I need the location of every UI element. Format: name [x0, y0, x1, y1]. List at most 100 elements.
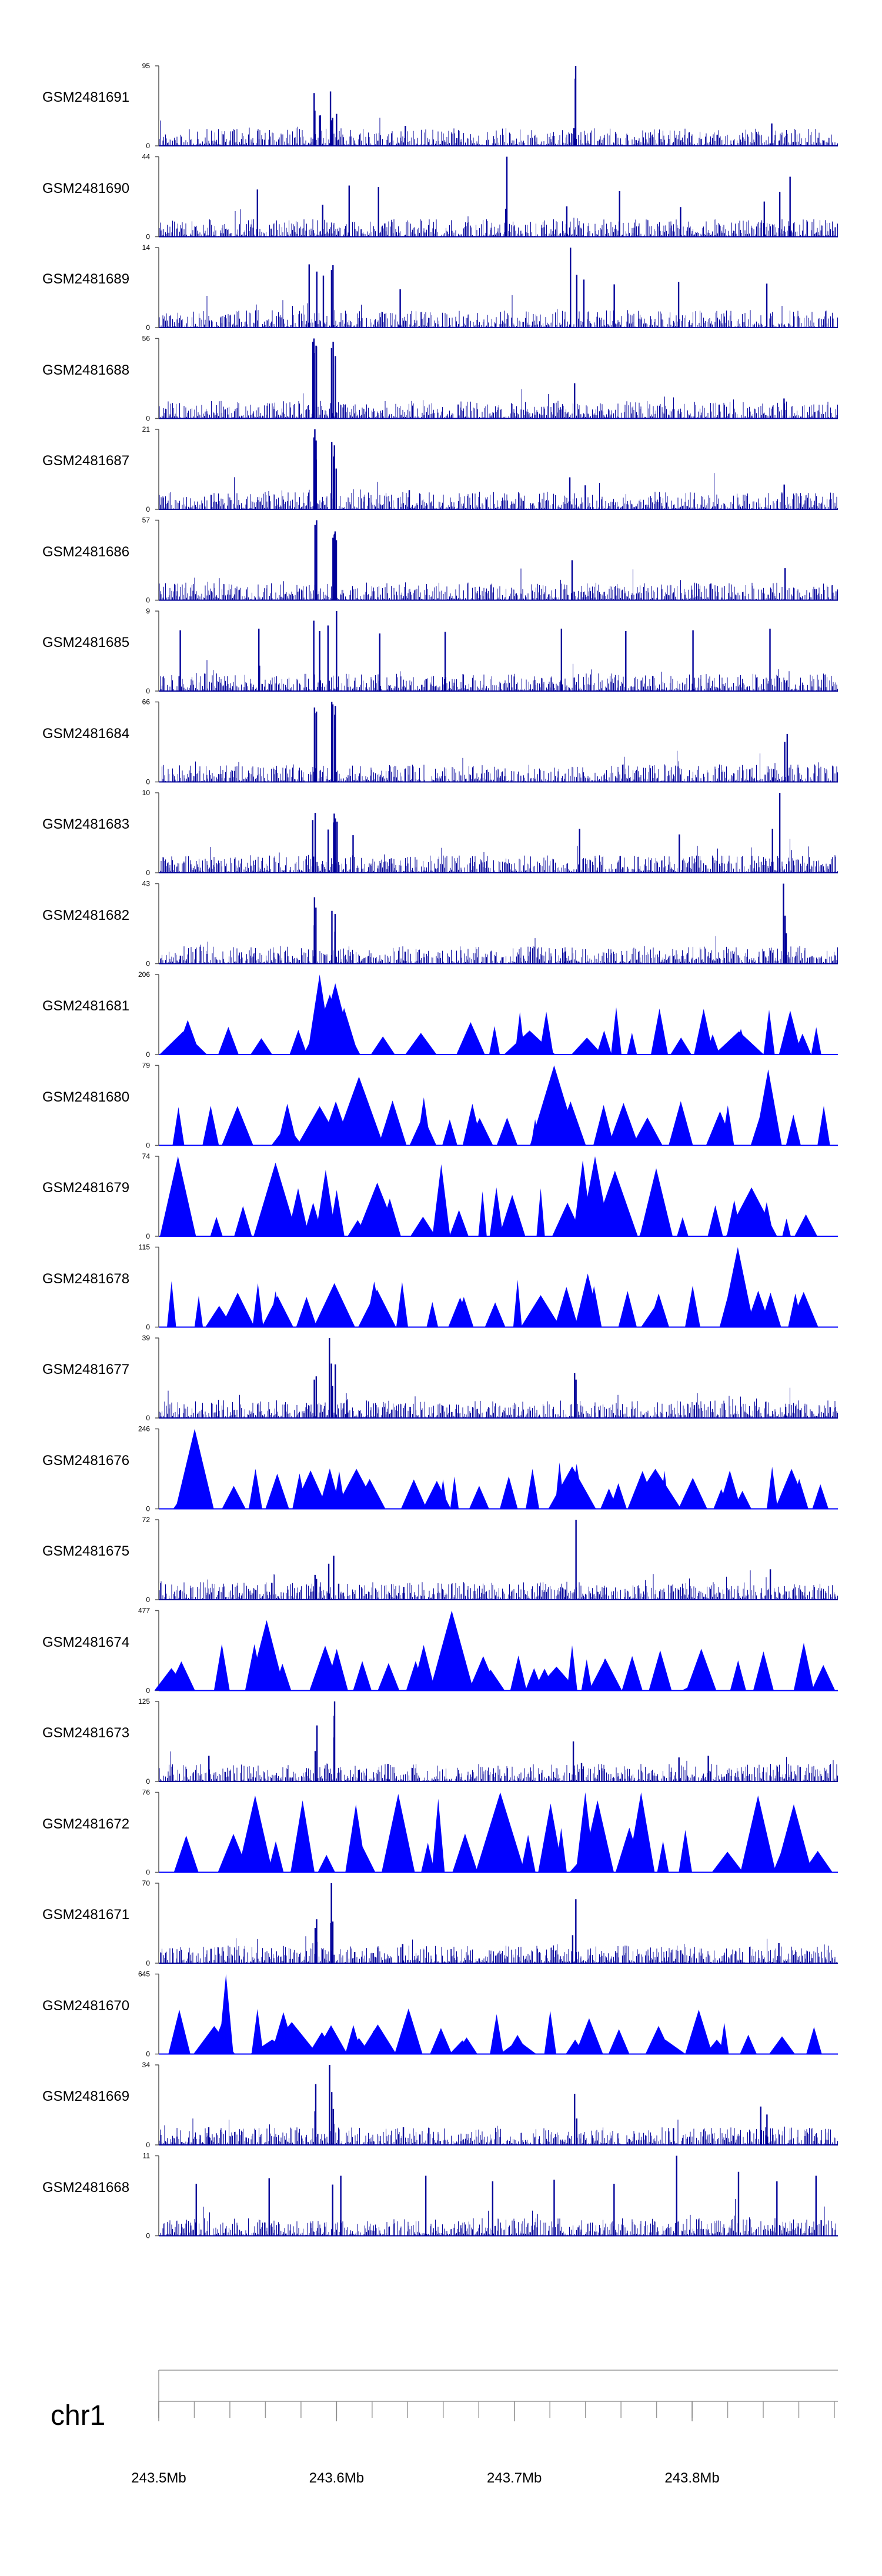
track-peak: [555, 1101, 586, 1146]
track-signal-fill: [769, 2036, 795, 2054]
track-signal-fill: [320, 1114, 346, 1146]
track-signal-fill: [308, 2032, 336, 2054]
track-y-max-label: 21: [142, 425, 151, 433]
track-signal-fill: [706, 1034, 720, 1055]
track-signal-fill: [210, 1217, 223, 1236]
track-signal-noise: [159, 473, 838, 509]
track-peak: [290, 1800, 315, 1873]
track-signal-noise: [159, 2118, 838, 2145]
track-signal-fill: [779, 1010, 802, 1055]
track-signal-fill: [782, 1219, 791, 1236]
track-signal-fill: [370, 1036, 395, 1055]
track-signal-fill: [670, 1037, 691, 1055]
track-signal-fill: [627, 1032, 637, 1055]
track-signal-fill: [365, 1282, 383, 1327]
track-peak: [432, 1798, 445, 1873]
track-label-GSM2481685: GSM2481685: [42, 635, 130, 650]
track-signal-fill: [539, 1012, 553, 1055]
track-GSM2481685: 90: [146, 607, 838, 695]
track-signal-fill: [362, 1115, 372, 1146]
track-y-max-label: 76: [142, 1788, 151, 1797]
track-y-min-label: 0: [146, 1959, 150, 1967]
track-y-max-label: 57: [142, 516, 151, 525]
track-signal-fill: [450, 1476, 459, 1509]
track-signal-fill: [760, 1202, 774, 1236]
track-GSM2481670: 645 0: [138, 1970, 838, 2058]
track-signal-fill: [348, 1220, 368, 1236]
track-signal-fill: [746, 1290, 771, 1327]
genome-axis: [158, 2370, 838, 2421]
track-signal-fill: [641, 1307, 669, 1327]
track-GSM2481690: 44 0: [142, 153, 838, 241]
track-y-max-label: 246: [138, 1425, 150, 1433]
track-signal-fill: [513, 1279, 522, 1327]
track-peak: [596, 1030, 612, 1055]
track-signal-fill: [622, 1656, 643, 1691]
track-signal-fill: [290, 1854, 311, 1873]
track-peak: [220, 1293, 255, 1327]
track-signal-fill: [366, 2030, 380, 2054]
track-signal-fill: [514, 1012, 525, 1055]
track-signal-fill: [733, 1029, 749, 1055]
track-y-max-label: 72: [142, 1516, 151, 1524]
track-y-min-label: 0: [146, 2141, 150, 2149]
track-signal-noise: [159, 2198, 838, 2236]
track-peak: [740, 1795, 776, 1873]
track-signal-fill: [405, 1033, 437, 1055]
track-peak: [359, 2024, 396, 2054]
track-signal-fill: [213, 1644, 230, 1691]
track-signal-fill: [544, 2010, 556, 2054]
track-signal-fill: [175, 1020, 201, 1055]
track-peak: [538, 1803, 563, 1873]
track-y-max-label: 95: [142, 62, 151, 70]
track-signal-fill: [794, 1214, 817, 1236]
axis-tick-label: 243.5Mb: [131, 2470, 186, 2486]
track-signal-fill: [410, 1216, 436, 1236]
track-y-min-label: 0: [146, 1777, 150, 1786]
track-signal-fill: [218, 1834, 249, 1873]
track-signal-fill: [388, 1112, 399, 1146]
track-signal-fill: [345, 2025, 362, 2054]
track-signal-fill: [210, 2024, 233, 2054]
track-y-max-label: 206: [138, 970, 150, 979]
track-y-min-label: 0: [146, 142, 150, 150]
track-signal-fill: [396, 1282, 408, 1327]
track-signal-fill: [806, 2027, 822, 2054]
track-signal-fill: [478, 1191, 487, 1236]
track-peak: [475, 1792, 525, 1873]
track-y-max-label: 10: [142, 789, 151, 797]
track-signal-fill: [740, 2034, 757, 2054]
axis-tick-label: 243.6Mb: [309, 2470, 365, 2486]
track-y-min-label: 0: [146, 2050, 150, 2058]
track-signal-fill: [169, 1194, 192, 1236]
track-signal-fill: [520, 1834, 536, 1873]
track-y-max-label: 39: [142, 1334, 151, 1342]
track-signal-fill: [747, 1831, 763, 1873]
track-y-max-label: 645: [138, 1970, 150, 1978]
track-signal-fill: [270, 1220, 292, 1236]
track-label-GSM2481681: GSM2481681: [42, 998, 130, 1014]
track-y-min-label: 0: [146, 1687, 150, 1695]
track-signal-fill: [678, 1477, 707, 1509]
track-signal-fill: [615, 1827, 643, 1873]
track-signal-fill: [296, 1297, 317, 1327]
track-signal-fill: [268, 1841, 284, 1873]
tracks-layer: 9504401405602105709066010043020607907401…: [138, 62, 838, 2240]
track-y-max-label: 44: [142, 153, 151, 161]
track-label-GSM2481686: GSM2481686: [42, 543, 130, 560]
track-signal-fill: [324, 1296, 355, 1327]
track-signal-fill: [803, 1851, 833, 1873]
track-signal-noise: [159, 115, 838, 146]
track-signal-fill: [812, 1484, 828, 1509]
track-signal-fill: [531, 1119, 540, 1146]
track-signal-noise: [159, 936, 838, 964]
track-peak: [160, 1156, 196, 1236]
track-GSM2481672: 76 0: [142, 1788, 838, 1877]
track-signal-fill: [533, 1669, 556, 1691]
track-signal-fill: [726, 1200, 742, 1236]
track-y-max-label: 56: [142, 335, 151, 343]
track-label-GSM2481689: GSM2481689: [42, 271, 130, 287]
track-y-min-label: 0: [146, 505, 150, 513]
track-signal-fill: [554, 1129, 586, 1146]
